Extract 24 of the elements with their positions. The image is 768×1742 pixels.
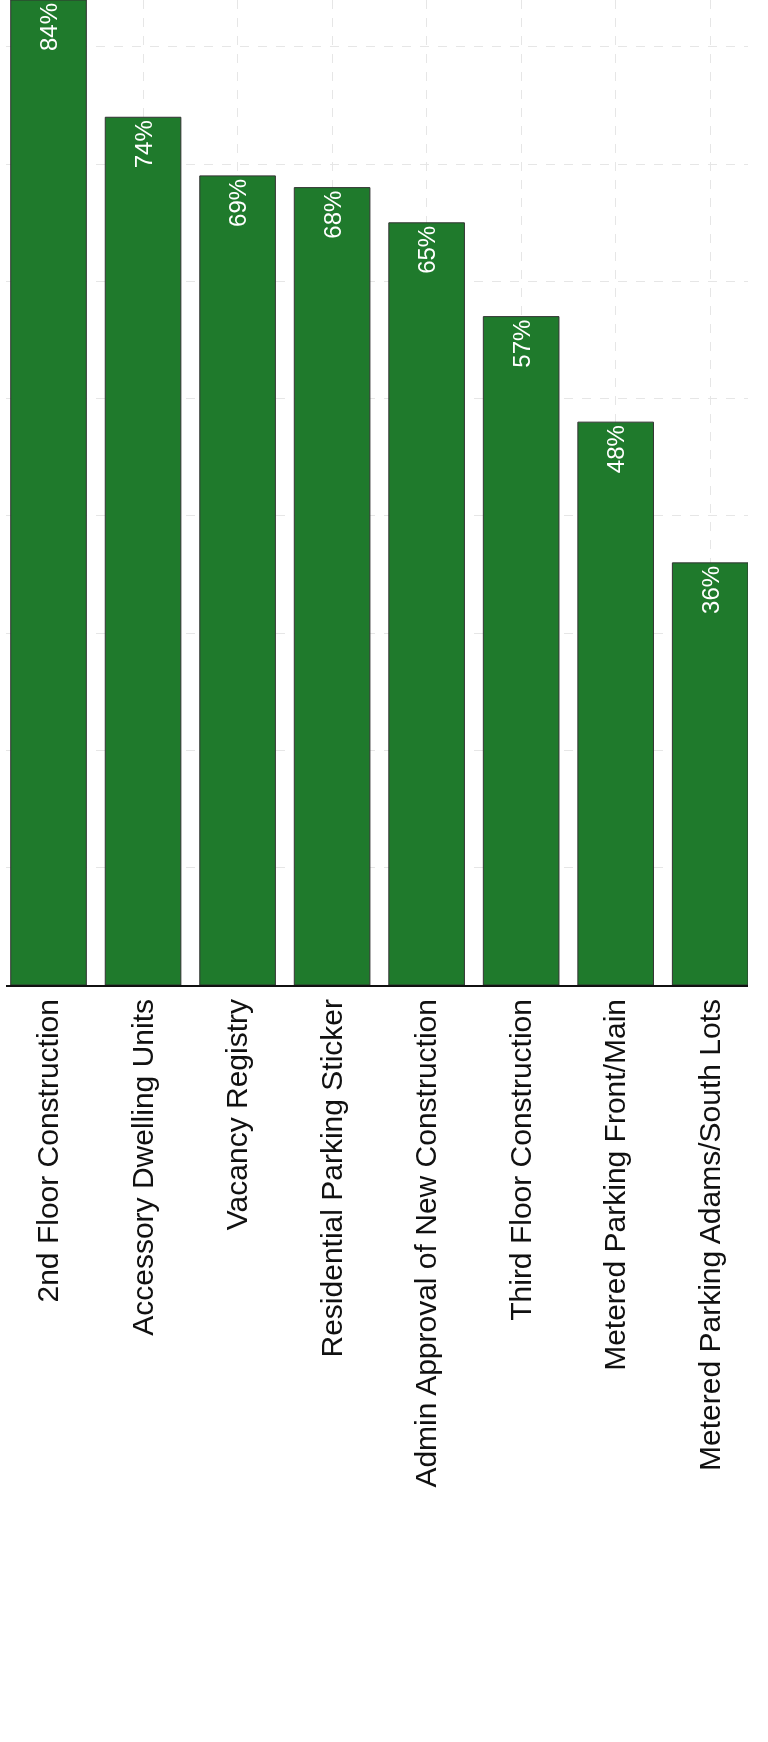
bar [671, 562, 748, 985]
x-tick-label: Metered Parking Adams/South Lots [692, 999, 726, 1471]
x-tick-label: Third Floor Construction [503, 999, 537, 1321]
data-label: 68% [318, 190, 346, 239]
x-tick-label: Residential Parking Sticker [314, 999, 348, 1358]
data-label: 65% [413, 225, 441, 274]
x-tick-label: Admin Approval of New Construction [409, 999, 443, 1488]
bar [388, 222, 465, 985]
data-label: 69% [224, 178, 252, 227]
data-label: 57% [507, 319, 535, 368]
bar [482, 316, 560, 985]
bar [10, 0, 87, 985]
x-tick-label: Accessory Dwelling Units [125, 999, 159, 1336]
x-tick-label: Metered Parking Front/Main [598, 999, 632, 1371]
data-label: 84% [35, 3, 63, 52]
x-tick-label: Vacancy Registry [220, 999, 254, 1231]
bar [293, 187, 371, 985]
bar [577, 421, 654, 985]
data-label: 48% [602, 425, 630, 474]
bar [199, 175, 276, 985]
data-label: 36% [696, 565, 724, 614]
bar [104, 116, 182, 985]
data-label: 74% [129, 120, 157, 169]
x-tick-label: 2nd Floor Construction [31, 999, 65, 1303]
